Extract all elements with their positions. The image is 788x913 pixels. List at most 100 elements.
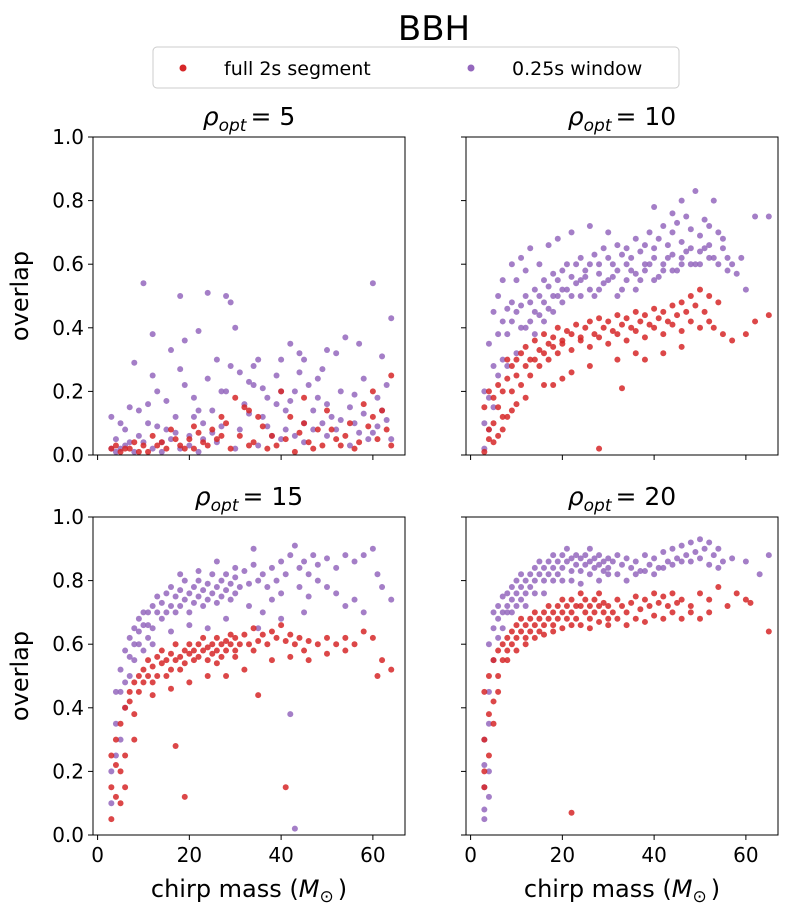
point-full-segment bbox=[485, 388, 492, 395]
point-full-segment bbox=[365, 423, 372, 430]
point-full-segment bbox=[131, 736, 138, 743]
point-full-segment bbox=[582, 596, 589, 603]
point-window bbox=[550, 270, 557, 277]
point-window bbox=[664, 242, 671, 249]
point-window bbox=[117, 420, 124, 427]
point-full-segment bbox=[513, 356, 520, 363]
point-window bbox=[678, 238, 685, 245]
point-window bbox=[328, 413, 335, 420]
point-full-segment bbox=[287, 413, 294, 420]
point-full-segment bbox=[641, 334, 648, 341]
point-window bbox=[742, 286, 749, 293]
point-window bbox=[360, 375, 367, 382]
point-window bbox=[374, 571, 381, 578]
point-window bbox=[200, 587, 207, 594]
point-full-segment bbox=[499, 657, 506, 664]
point-window bbox=[641, 568, 648, 575]
point-full-segment bbox=[112, 442, 119, 449]
point-full-segment bbox=[660, 308, 667, 315]
point-full-segment bbox=[255, 413, 262, 420]
point-window bbox=[250, 382, 257, 389]
point-full-segment bbox=[614, 596, 621, 603]
point-window bbox=[154, 609, 161, 616]
point-window bbox=[582, 267, 589, 274]
point-window bbox=[554, 277, 561, 284]
point-window bbox=[287, 552, 294, 559]
point-window bbox=[195, 577, 202, 584]
point-full-segment bbox=[181, 660, 188, 667]
point-window bbox=[563, 286, 570, 293]
point-window bbox=[495, 634, 502, 641]
point-full-segment bbox=[596, 603, 603, 610]
point-window bbox=[600, 558, 607, 565]
point-full-segment bbox=[360, 401, 367, 408]
point-full-segment bbox=[154, 653, 161, 660]
point-window bbox=[715, 261, 722, 268]
point-full-segment bbox=[605, 318, 612, 325]
point-window bbox=[600, 245, 607, 252]
point-window bbox=[112, 720, 119, 727]
point-window bbox=[356, 340, 363, 347]
point-window bbox=[145, 420, 152, 427]
point-window bbox=[692, 548, 699, 555]
point-full-segment bbox=[765, 628, 772, 635]
point-window bbox=[545, 283, 552, 290]
point-full-segment bbox=[236, 432, 243, 439]
point-full-segment bbox=[536, 362, 543, 369]
point-window bbox=[337, 417, 344, 424]
point-full-segment bbox=[573, 603, 580, 610]
point-full-segment bbox=[481, 768, 488, 775]
point-full-segment bbox=[122, 445, 129, 452]
point-window bbox=[131, 448, 138, 455]
point-full-segment bbox=[522, 362, 529, 369]
point-window bbox=[204, 289, 211, 296]
point-full-segment bbox=[586, 615, 593, 622]
point-window bbox=[246, 580, 252, 587]
point-window bbox=[550, 577, 557, 584]
point-window bbox=[264, 583, 271, 590]
point-window bbox=[596, 286, 603, 293]
point-window bbox=[135, 615, 142, 622]
point-full-segment bbox=[369, 634, 376, 641]
point-full-segment bbox=[342, 432, 349, 439]
point-full-segment bbox=[232, 647, 239, 654]
point-full-segment bbox=[296, 429, 303, 436]
point-full-segment bbox=[697, 615, 703, 622]
point-full-segment bbox=[550, 334, 557, 341]
point-window bbox=[246, 378, 252, 385]
point-full-segment bbox=[112, 793, 119, 800]
point-full-segment bbox=[301, 647, 308, 654]
point-full-segment bbox=[660, 593, 667, 600]
point-window bbox=[333, 564, 340, 571]
point-full-segment bbox=[683, 308, 690, 315]
point-window bbox=[586, 223, 593, 230]
point-window bbox=[697, 248, 703, 255]
point-full-segment bbox=[301, 394, 308, 401]
point-window bbox=[541, 577, 547, 584]
point-full-segment bbox=[218, 653, 225, 660]
point-full-segment bbox=[190, 445, 197, 452]
point-window bbox=[559, 552, 566, 559]
point-full-segment bbox=[729, 337, 736, 344]
point-full-segment bbox=[646, 603, 653, 610]
point-full-segment bbox=[632, 350, 639, 357]
scatter-points bbox=[481, 536, 772, 823]
subplot-1: 0.0 0.2 0.4 0.6 0.8 1.0 ρopt = 5 overlap bbox=[6, 102, 406, 467]
point-full-segment bbox=[108, 784, 115, 791]
point-full-segment bbox=[145, 657, 152, 664]
point-full-segment bbox=[504, 657, 511, 664]
point-window bbox=[701, 216, 708, 223]
point-full-segment bbox=[117, 448, 124, 455]
point-window bbox=[126, 439, 133, 446]
point-window bbox=[140, 280, 147, 287]
point-full-segment bbox=[563, 327, 570, 334]
point-window bbox=[177, 571, 184, 578]
point-window bbox=[259, 413, 266, 420]
point-window bbox=[112, 436, 119, 443]
point-window bbox=[664, 558, 671, 565]
point-window bbox=[600, 568, 607, 575]
point-window bbox=[518, 324, 525, 331]
point-window bbox=[674, 555, 681, 562]
point-window bbox=[360, 552, 367, 559]
